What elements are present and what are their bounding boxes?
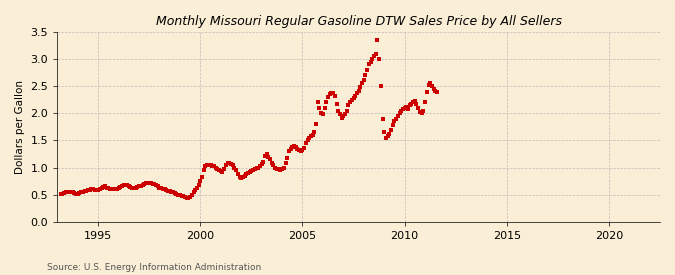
Title: Monthly Missouri Regular Gasoline DTW Sales Price by All Sellers: Monthly Missouri Regular Gasoline DTW Sa… [156, 15, 562, 28]
Y-axis label: Dollars per Gallon: Dollars per Gallon [15, 80, 25, 174]
Text: Source: U.S. Energy Information Administration: Source: U.S. Energy Information Administ… [47, 263, 261, 272]
